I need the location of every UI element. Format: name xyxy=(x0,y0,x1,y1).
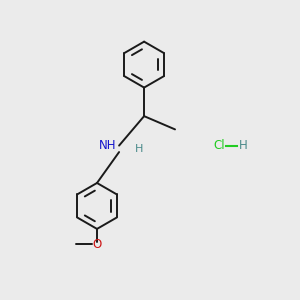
Text: Cl: Cl xyxy=(213,139,225,152)
Text: NH: NH xyxy=(99,139,117,152)
Text: H: H xyxy=(134,144,143,154)
Text: O: O xyxy=(92,238,102,251)
Text: H: H xyxy=(239,139,248,152)
